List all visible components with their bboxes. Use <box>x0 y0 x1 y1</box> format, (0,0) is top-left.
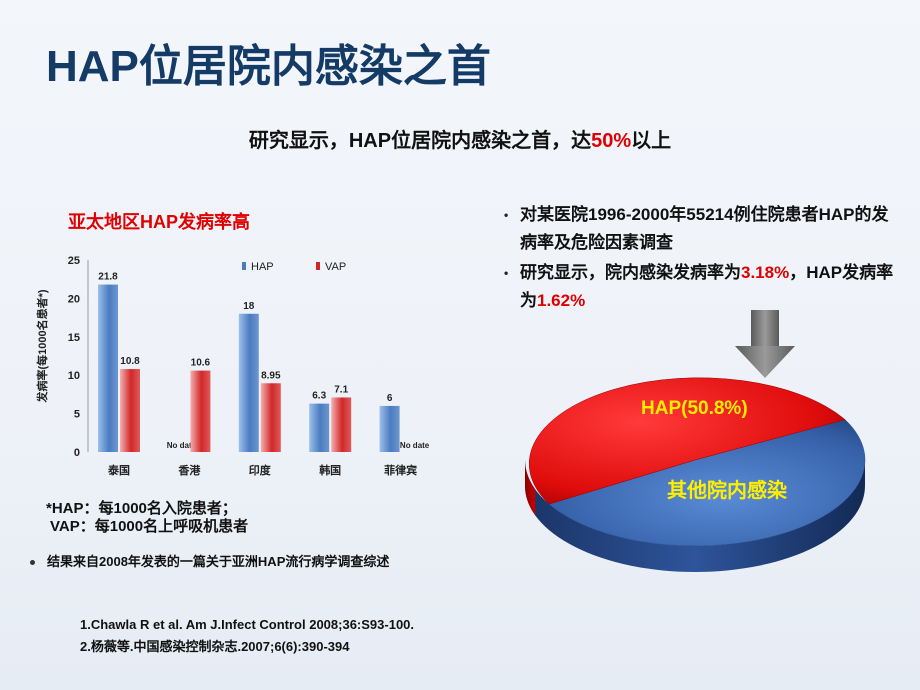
data-label: 8.95 <box>261 370 281 381</box>
y-tick-label: 15 <box>68 332 80 344</box>
bar-vap <box>260 383 281 452</box>
data-label: 10.8 <box>120 356 140 367</box>
bullet-item-1: • 对某医院1996-2000年55214例住院患者HAP的发病率及危险因素调查 <box>504 201 900 257</box>
bar-vap <box>190 370 211 452</box>
bullet-dot-icon <box>30 560 35 566</box>
data-label: 18 <box>243 301 255 312</box>
footnote-hap: *HAP：每1000名入院患者； <box>46 500 237 517</box>
subtitle: 研究显示，HAP位居院内感染之首，达50%以上 <box>0 124 920 153</box>
chart-heading: 亚太地区HAP发病率高 <box>68 212 251 232</box>
y-tick-label: 10 <box>68 370 80 382</box>
subtitle-highlight: 50% <box>591 130 632 152</box>
pie-other-label: 其他院内感染 <box>667 478 788 502</box>
bullet-item-2: • 研究显示，院内感染发病率为3.18%，HAP发病率为1.62% <box>504 259 900 315</box>
reference-2: 2.杨薇等.中国感染控制杂志.2007;6(6):390-394 <box>80 639 350 654</box>
data-label: 6 <box>387 393 393 404</box>
pie-side-wall-hap <box>525 460 536 516</box>
bullet-marker-icon: • <box>504 266 509 280</box>
legend-swatch <box>242 262 246 270</box>
data-label-nodata: No date <box>167 441 197 450</box>
bullet-list: • 对某医院1996-2000年55214例住院患者HAP的发病率及危险因素调查… <box>504 201 900 317</box>
conclusion-text: 结果来自2008年发表的一篇关于亚洲HAP流行病学调查综述 <box>47 554 390 569</box>
y-tick-label: 0 <box>74 447 80 459</box>
x-category-label: 韩国 <box>319 463 341 477</box>
bar-vap <box>120 369 140 452</box>
pie-hap-label: HAP(50.8%) <box>641 398 748 419</box>
pie-side-wall <box>525 460 865 572</box>
legend-swatch <box>316 262 320 270</box>
subtitle-suffix: 以上 <box>631 130 672 152</box>
pie-slice-other <box>548 419 866 547</box>
bar-chart: 0 5 10 15 20 25 发病率(每1000名患者*) HAP VAP 21.8 10.8 泰国… <box>35 255 430 477</box>
y-tick-label: 5 <box>74 409 80 421</box>
bullet-2-mid: ，HAP发病率为 <box>520 263 894 310</box>
x-category-label: 香港 <box>177 463 201 477</box>
subtitle-prefix: 研究显示，HAP位居院内感染之首，达 <box>248 130 592 152</box>
bar-vap <box>331 397 352 452</box>
pie-slice-hap <box>528 377 846 505</box>
x-category-label: 泰国 <box>107 463 130 477</box>
legend-label: HAP <box>251 261 274 273</box>
bar-hap <box>98 284 118 452</box>
footnote-vap: VAP：每1000名上呼吸机患者 <box>50 518 249 535</box>
data-label: 10.6 <box>191 358 211 369</box>
data-label: 21.8 <box>98 272 118 283</box>
y-axis-label: 发病率(每1000名患者*) <box>35 289 49 403</box>
data-label: 7.1 <box>334 384 348 395</box>
page-title: HAP位居院内感染之首 <box>46 42 491 91</box>
x-category-label: 印度 <box>249 463 272 477</box>
bullet-2-value-2: 1.62% <box>537 291 586 310</box>
data-label-nodata: No date <box>400 441 430 450</box>
data-label: 6.3 <box>312 391 326 402</box>
bullet-marker-icon: • <box>504 208 509 222</box>
x-category-label: 菲律宾 <box>384 463 417 477</box>
reference-1: 1.Chawla R et al. Am J.Infect Control 20… <box>80 617 415 632</box>
pie-chart: HAP(50.8%) 其他院内感染 <box>525 310 866 572</box>
y-tick-label: 25 <box>68 255 80 267</box>
bar-hap <box>309 403 330 452</box>
bar-hap <box>379 405 400 452</box>
bar-hap <box>238 313 259 452</box>
down-arrow-icon <box>735 310 795 378</box>
bullet-2-prefix: 研究显示，院内感染发病率为 <box>520 263 741 282</box>
legend-label: VAP <box>325 261 346 273</box>
y-tick-label: 20 <box>68 293 80 305</box>
bullet-2-value-1: 3.18% <box>741 263 790 282</box>
conclusion-note: 结果来自2008年发表的一篇关于亚洲HAP流行病学调查综述 <box>30 551 389 570</box>
bullet-1-text: 对某医院1996-2000年55214例住院患者HAP的发病率及危险因素调查 <box>520 205 889 252</box>
